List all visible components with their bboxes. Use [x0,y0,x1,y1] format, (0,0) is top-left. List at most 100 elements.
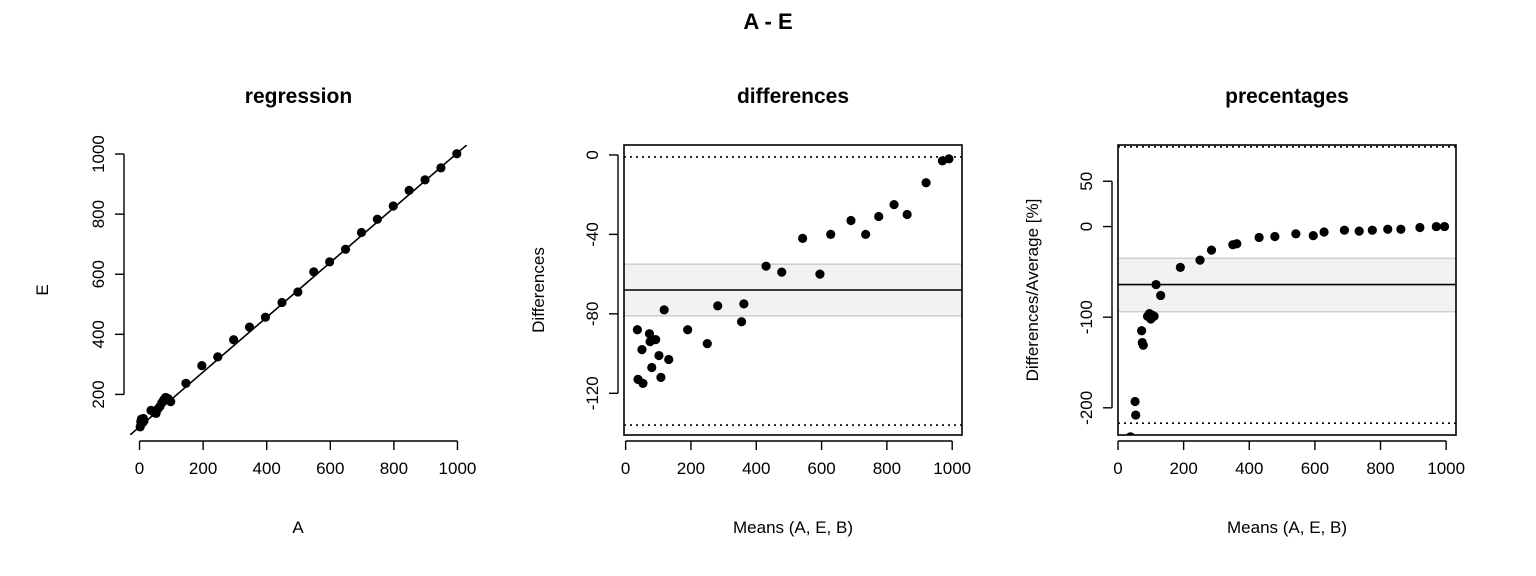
chart-2-title: differences [737,85,849,108]
chart-1-x-tick-label-6: 1000 [439,459,477,478]
chart-2-point-28 [921,178,931,188]
chart-3-x-tick-label-3: 400 [1235,459,1263,478]
chart-3-point-11 [1149,311,1159,321]
chart-2-point-19 [777,267,787,277]
chart-3-point-2 [1130,396,1140,407]
chart-2-y-tick-label-1: 0 [583,150,602,159]
chart-3-point-3 [1131,410,1141,420]
chart-2-point-14 [702,339,712,349]
chart-2-point-17 [739,299,749,309]
chart-2-x-label: Means (A, E, B) [733,518,853,537]
chart-3-panel: 0 200 400 600 800 1000 50 0 -100 -200 precentages M… [1023,85,1465,537]
chart-3-plot-area [1118,146,1456,435]
chart-1-plot-area [130,145,467,435]
chart-1-x-tick-label-4: 600 [316,459,344,478]
chart-2-point-4 [638,378,648,388]
chart-1-y-tick-label-4: 800 [89,200,108,228]
chart-2-point-23 [846,215,856,226]
chart-2-point-9 [654,350,664,361]
chart-1-point-18 [181,378,191,388]
chart-3-point-4 [1137,326,1147,336]
chart-2-x-tick-label-4: 600 [807,459,835,478]
chart-3-point-31 [1439,221,1450,232]
chart-1-panel: 0 200 400 600 800 1000 200 400 600 800 1000 regress… [33,85,476,537]
chart-3-point-14 [1175,262,1185,272]
chart-1-point-28 [340,244,351,254]
chart-3-y-tick-label-2: 0 [1077,222,1096,231]
figure-title: A - E [743,9,792,34]
chart-2-x-tick-label-6: 1000 [933,459,971,478]
chart-1-y-tick-label-1: 200 [89,380,108,408]
chart-3-x-tick-label-5: 800 [1366,459,1394,478]
chart-3-point-15 [1195,255,1205,265]
chart-2-point-16 [736,317,747,327]
chart-2-point-12 [664,354,674,365]
chart-1-point-34 [436,163,446,173]
chart-1-point-31 [388,201,398,211]
chart-3-x-label: Means (A, E, B) [1227,518,1347,537]
chart-1-point-7 [139,416,149,426]
chart-2-point-24 [861,229,871,239]
chart-1-point-25 [293,287,303,297]
chart-3-point-13 [1156,290,1166,301]
chart-1-point-17 [166,397,176,407]
chart-3-x-tick-label-6: 1000 [1427,459,1465,478]
chart-3-point-30 [1431,221,1441,232]
chart-3-point-18 [1232,239,1242,249]
chart-3-point-28 [1396,224,1406,234]
chart-3-point-29 [1415,222,1425,233]
chart-2-panel: 0 200 400 600 800 1000 0 -40 -80 -120 differences M… [529,85,971,537]
chart-1-point-21 [229,335,239,345]
chart-1-point-22 [244,322,255,332]
chart-1-point-26 [309,267,319,277]
chart-3-point-23 [1319,227,1329,237]
chart-1-point-19 [197,360,207,371]
chart-3-x-tick-label-2: 200 [1169,459,1197,478]
chart-2-x-tick-label-1: 0 [621,459,630,478]
chart-3-point-19 [1254,232,1264,243]
chart-2-point-1 [632,325,642,335]
chart-2-x-tick-label-3: 400 [742,459,770,478]
chart-1-title: regression [245,85,352,108]
chart-3-x-tick-label-4: 600 [1301,459,1329,478]
plots: 0 200 400 600 800 1000 200 400 600 800 1000 regress… [33,85,1465,537]
chart-2-point-25 [874,211,884,222]
chart-1-y-label: E [33,284,52,295]
chart-2-point-30 [944,154,954,164]
chart-2-y-tick-label-4: -120 [583,376,602,410]
chart-3-y-tick-label-3: -100 [1077,300,1096,334]
chart-1-y-tick-label-3: 600 [89,260,108,288]
chart-3-point-27 [1383,224,1393,234]
chart-2-point-26 [889,199,899,210]
chart-1-point-29 [356,227,367,238]
chart-3-point-20 [1270,231,1280,242]
chart-2-point-11 [659,305,669,315]
chart-1-point-23 [260,312,271,322]
chart-3-point-26 [1367,225,1377,235]
chart-2-point-10 [656,372,666,382]
chart-1-x-label: A [292,518,304,537]
chart-1-x-tick-label-1: 0 [135,459,144,478]
chart-2-point-22 [826,229,836,239]
chart-2-plot-area [624,154,962,426]
chart-1-y-tick-label-5: 1000 [89,135,108,173]
chart-2-y-tick-label-2: -40 [583,222,602,247]
chart-1-point-27 [325,257,335,267]
chart-3-point-21 [1291,229,1301,239]
chart-3-y-tick-label-1: 50 [1077,172,1096,191]
chart-2-point-20 [798,233,808,243]
chart-1-point-24 [277,297,287,308]
chart-2-point-21 [815,269,825,279]
chart-1-point-32 [404,185,414,195]
chart-3-point-25 [1354,226,1364,236]
chart-1-point-20 [213,352,223,362]
chart-3-y-label: Differences/Average [%] [1023,199,1042,382]
chart-3-y-tick-label-4: -200 [1077,391,1096,425]
chart-2-point-15 [713,301,723,311]
chart-3-point-1 [1126,432,1135,435]
chart-1-point-33 [420,175,430,185]
chart-3-point-24 [1339,225,1350,235]
chart-2-point-5 [644,329,655,339]
chart-2-x-tick-label-5: 800 [873,459,901,478]
chart-1-x-tick-label-2: 200 [189,459,217,478]
